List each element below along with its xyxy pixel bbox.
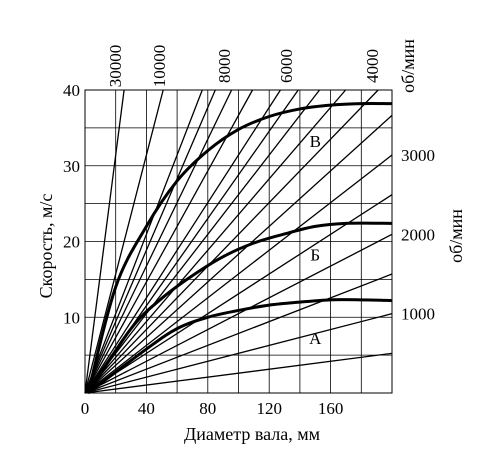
y-tick-label: 10: [63, 308, 80, 327]
y-tick-label: 40: [63, 81, 80, 100]
x-tick-label: 40: [138, 399, 155, 418]
rpm-top-label: 8000: [215, 49, 234, 83]
curve-А: [87, 298, 393, 395]
rpm-right-label: 2000: [401, 225, 435, 244]
rpm-line: [84, 89, 164, 394]
rpm-right-label: 1000: [401, 305, 435, 324]
plot-frame: [84, 89, 393, 394]
labels: Скорость, м/с Диаметр вала, мм об/мин об…: [36, 39, 466, 444]
rpm-top-label: 10000: [150, 45, 169, 88]
rpm-lines: [84, 89, 393, 394]
rpm-top-label: 30000: [106, 45, 125, 88]
rpm-line: [84, 89, 379, 394]
rpm-line: [84, 89, 203, 394]
rpm-line: [84, 89, 233, 394]
curve-В: [86, 102, 393, 394]
rpm-line: [84, 273, 393, 394]
x-tick-label: 0: [81, 399, 90, 418]
rpm-line: [84, 233, 393, 394]
grid: [85, 90, 392, 393]
y-tick-label: 30: [63, 157, 80, 176]
rpm-line: [84, 89, 321, 394]
y-tick-label: 20: [63, 233, 80, 252]
rpm-line: [84, 89, 254, 394]
rpm-line: [84, 352, 393, 394]
rpm-unit-right: об/мин: [446, 209, 466, 263]
curve-label: Б: [310, 245, 320, 264]
x-axis-label: Диаметр вала, мм: [184, 424, 320, 444]
rpm-line: [84, 114, 393, 394]
y-axis-label: Скорость, м/с: [36, 194, 56, 299]
rpm-top-label: 6000: [277, 49, 296, 83]
rpm-line: [84, 89, 125, 394]
x-tick-label: 80: [199, 399, 216, 418]
rpm-line: [84, 154, 393, 394]
rpm-line: [84, 89, 281, 394]
curves: В Б А: [86, 102, 393, 395]
x-tick-label: 120: [256, 399, 282, 418]
rpm-top-label: 4000: [363, 49, 382, 83]
x-tick-label: 160: [318, 399, 344, 418]
curve-label: А: [309, 329, 322, 348]
rpm-line: [84, 89, 216, 394]
rpm-unit-top: об/мин: [398, 39, 418, 93]
curve-label: В: [310, 132, 321, 151]
rpm-right-label: 3000: [401, 146, 435, 165]
rpm-line: [84, 313, 393, 394]
rpm-line: [84, 89, 347, 394]
rpm-line: [84, 194, 393, 394]
curve-Б: [86, 221, 393, 394]
